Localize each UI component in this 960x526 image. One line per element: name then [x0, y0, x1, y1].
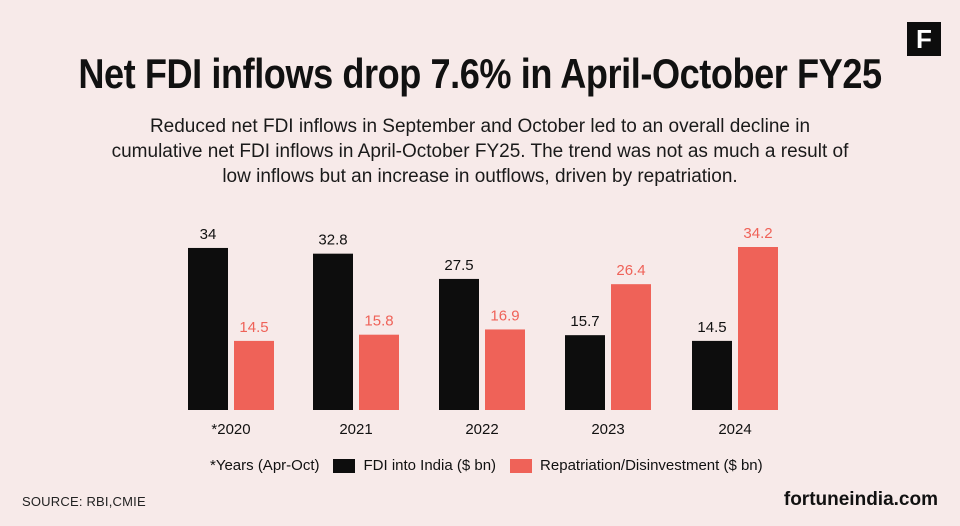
bar-fdi-4 — [692, 340, 732, 410]
x-tick-label-3: 2023 — [591, 421, 624, 438]
x-tick-label-0: *2020 — [211, 421, 250, 438]
legend: *Years (Apr-Oct) FDI into India ($ bn) R… — [210, 457, 777, 474]
legend-swatch-repatriation — [510, 458, 533, 473]
data-label-repatriation-2: 16.9 — [490, 307, 519, 324]
legend-label-fdi: FDI into India ($ bn) — [363, 457, 497, 474]
bar-fdi-2 — [439, 278, 479, 410]
data-label-fdi-2: 27.5 — [444, 257, 473, 274]
data-label-fdi-1: 32.8 — [318, 232, 347, 249]
legend-note: *Years (Apr-Oct) — [210, 457, 319, 474]
data-label-fdi-4: 14.5 — [697, 319, 726, 336]
bar-repatriation-3 — [611, 284, 651, 410]
legend-item-repatriation: Repatriation/Disinvestment ($ bn) — [510, 457, 763, 474]
x-tick-label-4: 2024 — [718, 421, 751, 438]
legend-label-repatriation: Repatriation/Disinvestment ($ bn) — [540, 457, 763, 474]
data-label-repatriation-3: 26.4 — [616, 262, 645, 279]
data-label-repatriation-4: 34.2 — [743, 225, 772, 242]
x-tick-label-2: 2022 — [465, 421, 498, 438]
bar-repatriation-1 — [359, 334, 399, 410]
bar-repatriation-4 — [738, 247, 778, 410]
bar-fdi-3 — [565, 335, 605, 410]
fortune-logo: F — [907, 22, 941, 56]
data-label-fdi-0: 34 — [200, 226, 217, 243]
source-note: SOURCE: RBI,CMIE — [22, 494, 146, 509]
site-url: fortuneindia.com — [783, 489, 938, 510]
x-tick-label-1: 2021 — [339, 421, 372, 438]
bar-fdi-0 — [188, 247, 228, 410]
data-label-fdi-3: 15.7 — [570, 313, 599, 330]
chart-subtitle: Reduced net FDI inflows in September and… — [111, 116, 849, 187]
data-label-repatriation-0: 14.5 — [239, 319, 268, 336]
bar-fdi-1 — [313, 253, 353, 410]
data-label-repatriation-1: 15.8 — [364, 313, 393, 330]
legend-note-text: *Years (Apr-Oct) — [210, 457, 320, 474]
bar-repatriation-0 — [234, 340, 274, 410]
chart-title: Net FDI inflows drop 7.6% in April-Octob… — [78, 50, 882, 97]
bar-repatriation-2 — [485, 329, 525, 410]
legend-swatch-fdi — [333, 458, 356, 473]
legend-item-fdi: FDI into India ($ bn) — [333, 457, 496, 474]
